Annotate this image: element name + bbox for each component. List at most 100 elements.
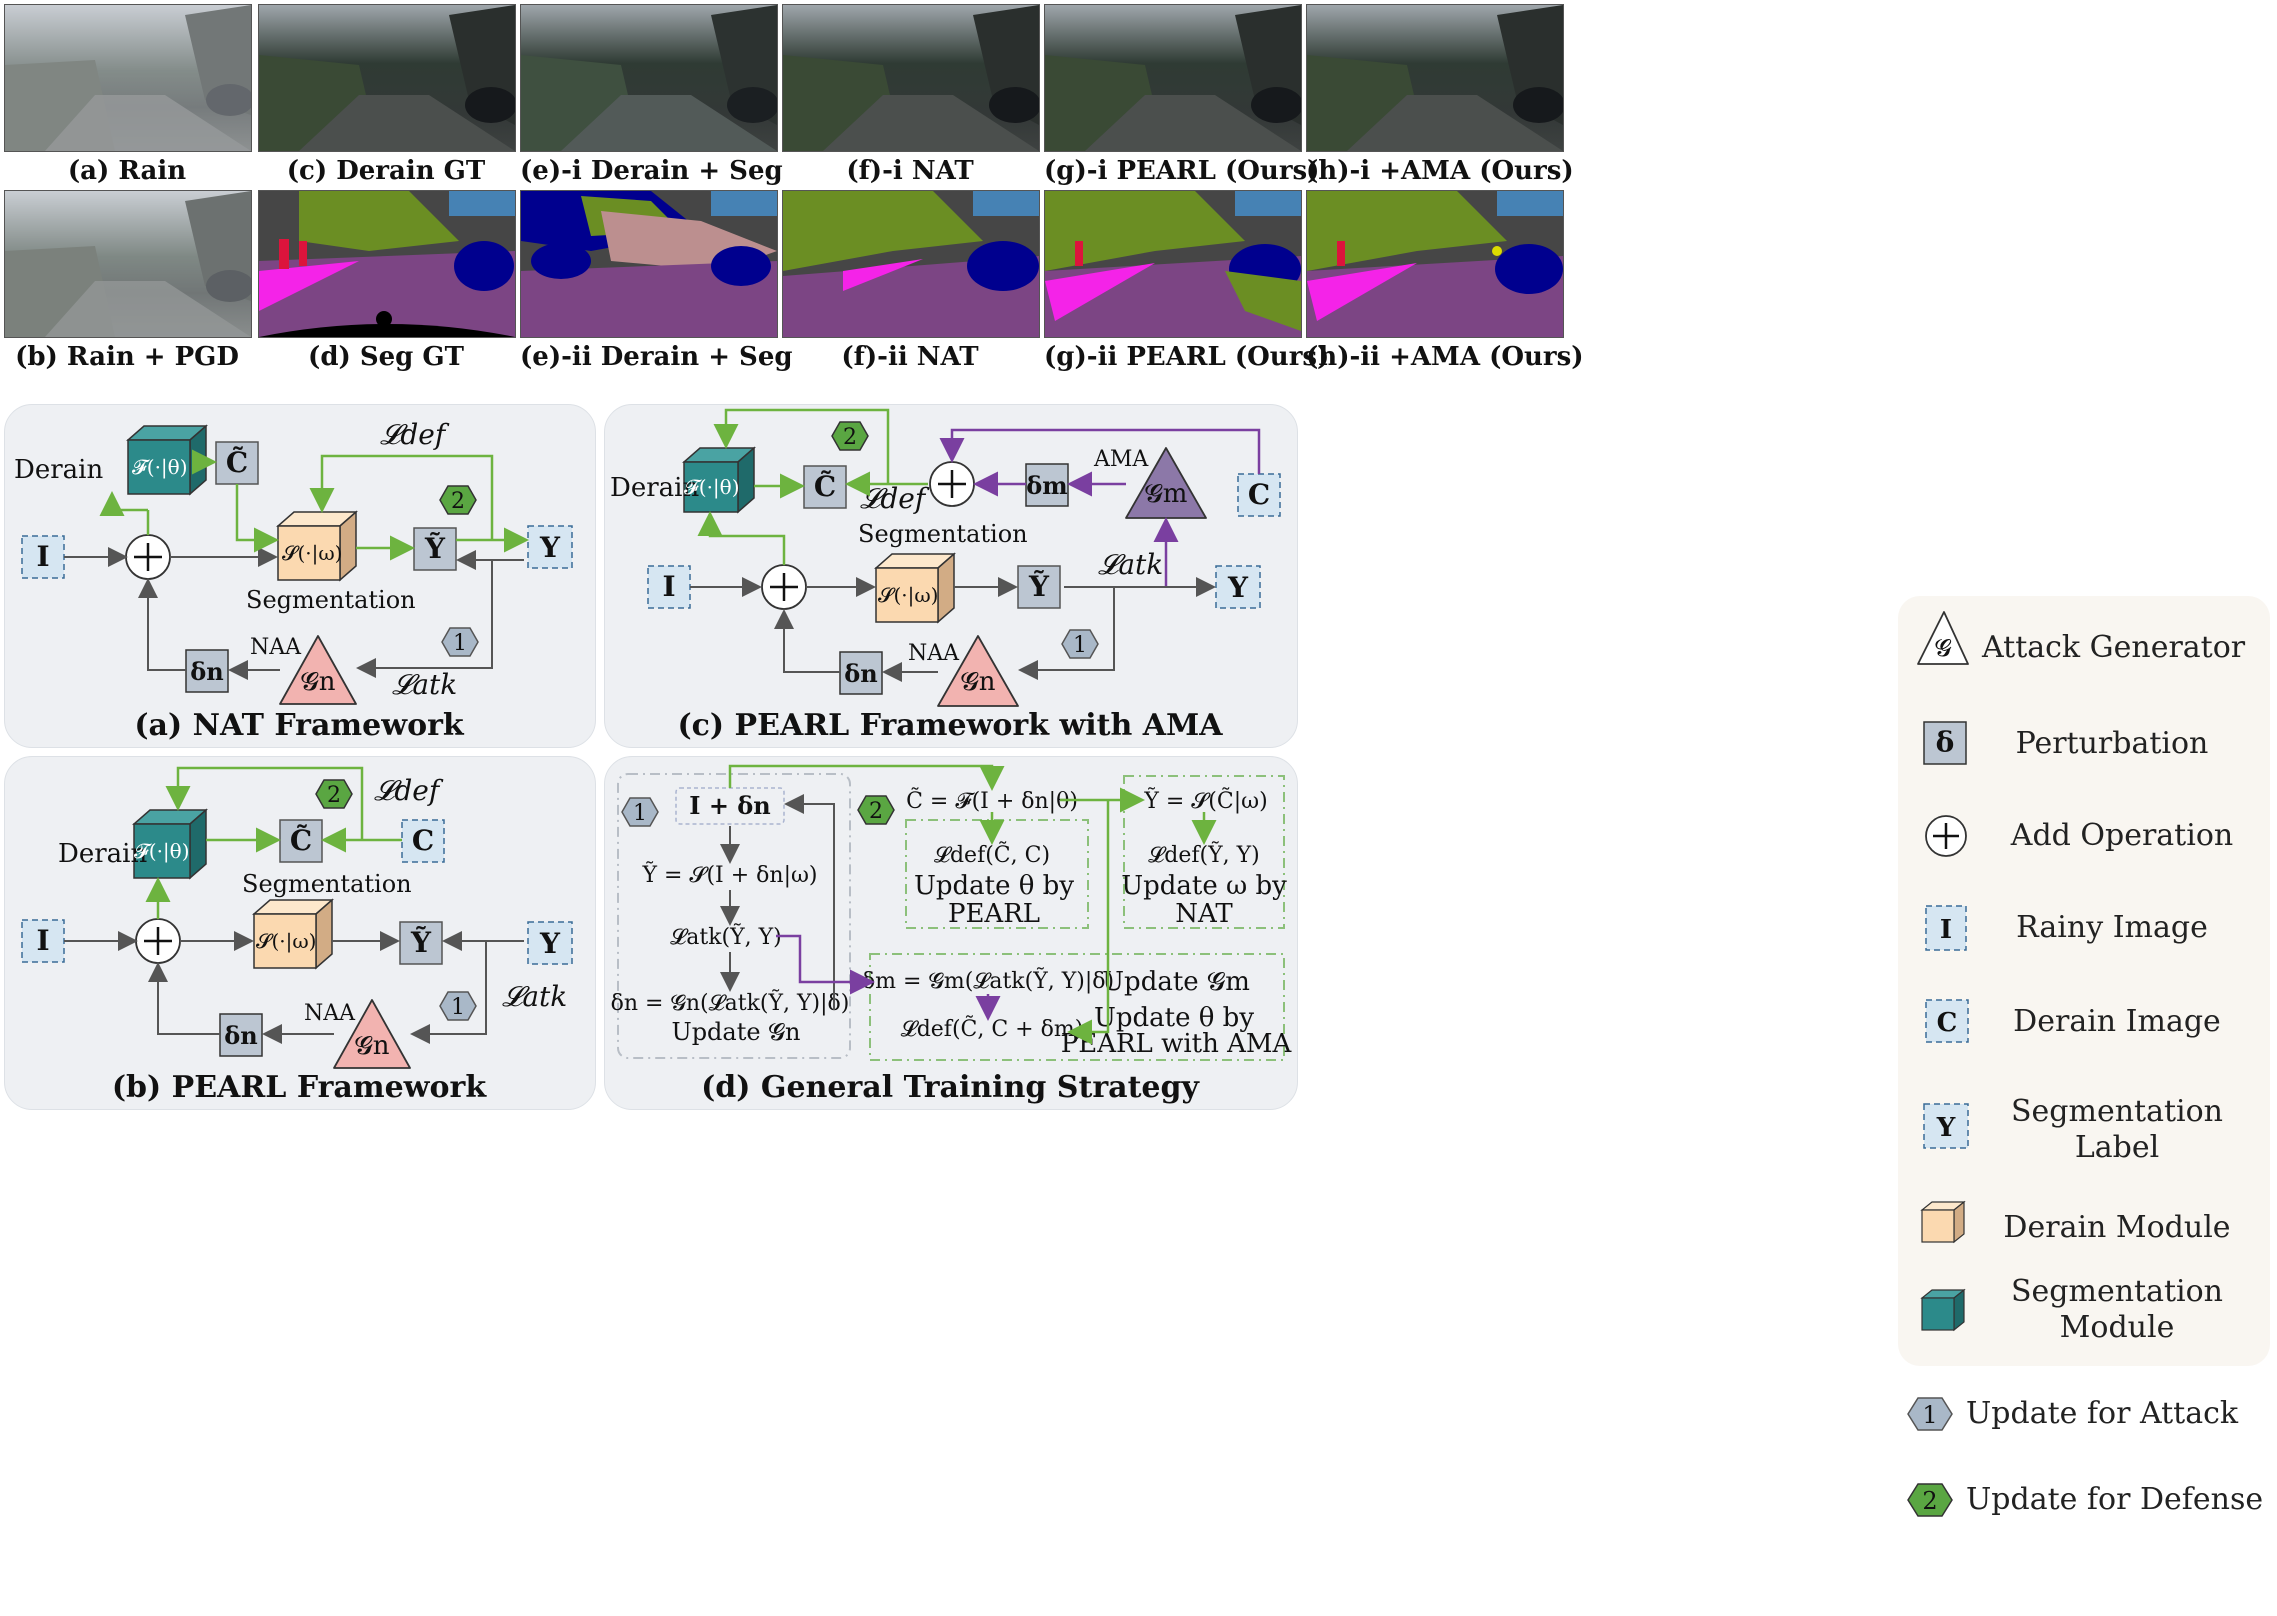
derain-fn-b: 𝓕(·|θ) <box>134 839 190 864</box>
derain-label-a: Derain <box>14 455 103 485</box>
c-b: C <box>412 824 434 857</box>
panel-a-title: (a) NAT Framework <box>134 708 464 743</box>
badge-2-d <box>857 795 895 825</box>
delta-n-c: δn <box>844 659 877 688</box>
caption-e-i: (e)-i Derain + Seg <box>520 156 783 186</box>
photo-seg-gt <box>258 190 516 338</box>
seg-module-c <box>874 552 956 624</box>
y-tilde-a: Ỹ <box>424 532 446 565</box>
l-atk-b: 𝓛atk <box>502 980 567 1013</box>
g-m-c: 𝓖m <box>1145 479 1188 509</box>
photo-e-i <box>520 4 778 152</box>
upd-gn-d: Update 𝓖n <box>671 1018 800 1046</box>
i-box-a <box>21 535 65 579</box>
panel-d-diagram: 1 2 I + δn Ỹ = 𝓢(I + δn|ω) 𝓛atk(Ỹ, Y) δn… <box>611 764 1293 1061</box>
caption-g-i: (g)-i PEARL (Ours) <box>1044 156 1320 186</box>
naa-label-b: NAA <box>304 1001 356 1026</box>
y-a: Y <box>539 531 561 564</box>
eq-c-d: C̃ = 𝓕(I + δn|θ) <box>906 788 1078 814</box>
l-atk-c: 𝓛atk <box>1098 548 1163 581</box>
badge-2-c <box>831 421 869 451</box>
photo-g-ii <box>1044 190 1302 338</box>
c-tilde-box-a <box>215 441 259 485</box>
caption-e-ii: (e)-ii Derain + Seg <box>520 342 793 372</box>
delta-n-b: δn <box>224 1021 257 1050</box>
badge-1-c <box>1061 629 1099 659</box>
c-tilde-b: C̃ <box>290 824 312 857</box>
l-atk-a: 𝓛atk <box>392 668 457 701</box>
caption-f-ii: (f)-ii NAT <box>841 342 979 372</box>
badge-1-a <box>441 627 479 657</box>
badge-1-d <box>621 797 659 827</box>
eq-dm-d: δm = 𝓖m(𝓛atk(Ỹ, Y)|δ) <box>862 966 1114 994</box>
delta-n-box-c <box>839 651 883 695</box>
caption-g-ii: (g)-ii PEARL (Ours) <box>1044 342 1330 372</box>
photo-e-ii <box>520 190 778 338</box>
legend-perturbation: Perturbation <box>2015 726 2209 761</box>
delta-m-c: δm <box>1026 471 1067 500</box>
legend-derain-image: Derain Image <box>2013 1004 2221 1039</box>
seg-module-b <box>252 898 334 970</box>
legend-update-attack: Update for Attack <box>1966 1396 2239 1431</box>
y-box-b <box>527 921 573 965</box>
svg-text:2: 2 <box>869 799 883 824</box>
y-c: Y <box>1227 571 1249 604</box>
svg-text:1: 1 <box>451 995 465 1020</box>
legend-seg-module-1: Segmentation <box>2010 1274 2223 1309</box>
photo-derain-gt <box>258 4 516 152</box>
svg-text:1: 1 <box>1922 1401 1937 1429</box>
seg-fn-b: 𝓢(·|ω) <box>256 929 317 954</box>
svg-text:1: 1 <box>453 631 467 656</box>
derain-fn-a: 𝓕(·|θ) <box>132 455 188 480</box>
legend-icons: 𝓖 δ I C Y 1 2 <box>1907 611 1969 1517</box>
panel-b-diagram: Derain 𝓕(·|θ) C̃ C 𝓢(·|ω) Segmentation I… <box>21 766 573 1069</box>
svg-text:1: 1 <box>633 801 647 826</box>
photo-h-i <box>1306 4 1564 152</box>
legend-generator-icon <box>1917 611 1969 665</box>
derain-label-b: Derain <box>58 839 147 869</box>
legend-seg-module-icon <box>1920 1288 1966 1332</box>
legend-attack-generator: Attack Generator <box>1982 630 2246 665</box>
l-def-a: 𝓛def <box>380 418 450 451</box>
delta-n-box-a <box>185 649 229 693</box>
segmentation-label-c: Segmentation <box>858 520 1028 548</box>
i-a: I <box>36 540 49 573</box>
svg-text:δ: δ <box>1936 726 1955 759</box>
derain-module-b <box>132 808 208 880</box>
svg-text:2: 2 <box>327 783 341 808</box>
c-box-b <box>401 819 445 863</box>
c-tilde-c: C̃ <box>814 470 836 503</box>
caption-f-i: (f)-i NAT <box>846 156 974 186</box>
legend-perturbation-icon <box>1923 721 1967 765</box>
legend-derain-module-icon <box>1920 1200 1966 1244</box>
badge-2-a <box>439 485 477 515</box>
delta-n-a: δn <box>190 657 223 686</box>
legend-badge-1-icon <box>1907 1397 1953 1431</box>
legend-derain-image-icon <box>1925 999 1969 1043</box>
svg-text:𝓖: 𝓖 <box>1935 634 1952 662</box>
eq-dn-d: δn = 𝓖n(𝓛atk(Ỹ, Y)|δ) <box>611 988 850 1016</box>
upd-theta-1: Update θ by <box>914 871 1074 901</box>
legend-seg-label-1: Segmentation <box>2010 1094 2223 1129</box>
caption-rain: (a) Rain <box>67 156 187 186</box>
g-n-b: 𝓖n <box>355 1031 390 1061</box>
svg-text:I: I <box>1940 915 1952 945</box>
defense-box-ama <box>869 953 1285 1061</box>
svg-text:1: 1 <box>1073 633 1087 658</box>
panel-b-title: (b) PEARL Framework <box>111 1070 487 1105</box>
c-tilde-a: C̃ <box>226 446 248 479</box>
c-box-c <box>1237 473 1281 517</box>
eq-y-d: Ỹ = 𝓢(I + δn|ω) <box>641 860 817 888</box>
panel-a-diagram: Derain 𝓕(·|θ) C̃ 𝓢(·|ω) Segmentation I Ỹ… <box>14 418 573 705</box>
delta-n-box-b <box>219 1013 263 1057</box>
eq-y2-d: Ỹ = 𝓢(C̃|ω) <box>1143 786 1267 814</box>
svg-text:C: C <box>1937 1008 1958 1038</box>
input-d: I + δn <box>689 791 771 820</box>
eq-ldef-c-d: 𝓛def(C̃, C) <box>934 842 1050 868</box>
photo-h-ii <box>1306 190 1564 338</box>
seg-module-a <box>276 510 358 582</box>
naa-label-a: NAA <box>250 635 302 660</box>
derain-fn-c: 𝓕(·|θ) <box>684 475 740 500</box>
badge-2-b <box>315 779 353 809</box>
c-c: C <box>1248 478 1270 511</box>
